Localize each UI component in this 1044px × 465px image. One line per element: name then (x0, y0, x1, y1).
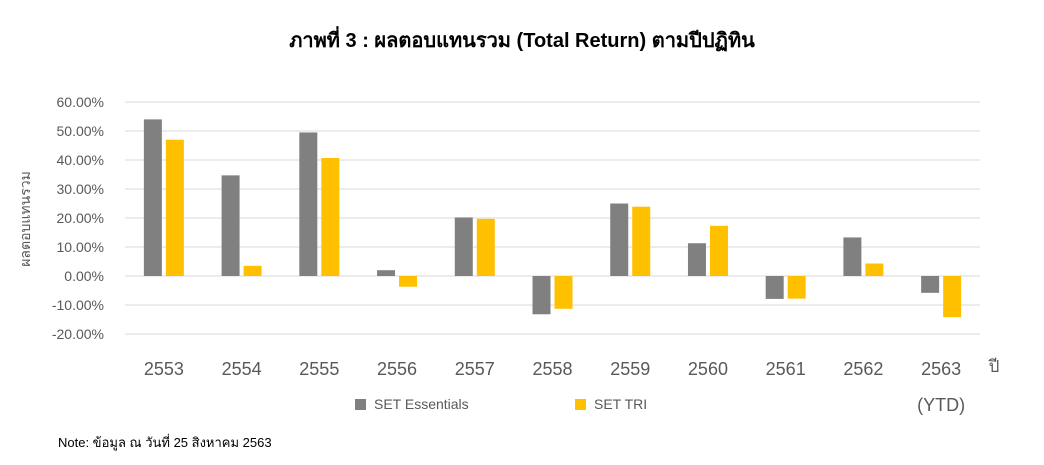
bars (143, 119, 962, 318)
y-tick-label: 20.00% (57, 210, 104, 226)
bar-set-essentials-2557 (454, 217, 473, 276)
bar-set-tri-2559 (632, 206, 651, 276)
gridlines (125, 101, 980, 335)
bar-set-tri-2562 (865, 263, 884, 276)
bar-set-tri-2554 (243, 265, 262, 276)
x-tick-label: 2561 (766, 359, 806, 379)
x-tick-sublabel: (YTD) (917, 395, 965, 415)
y-axis-label: ผลตอบแทนรวม (17, 171, 33, 267)
bar-set-tri-2555 (321, 157, 340, 276)
bar-set-essentials-2554 (221, 175, 240, 276)
bar-set-essentials-2558 (532, 276, 551, 315)
bar-set-tri-2558 (554, 276, 573, 309)
legend-swatch-set-essentials (355, 398, 366, 410)
x-tick-label: 2553 (144, 359, 184, 379)
bar-set-essentials-2555 (299, 132, 318, 276)
bar-set-tri-2563 (943, 276, 962, 318)
x-tick-label: 2554 (222, 359, 262, 379)
x-axis-label: ปี (988, 357, 1000, 376)
bar-set-essentials-2556 (377, 270, 396, 276)
y-tick-label: 60.00% (57, 94, 104, 110)
bar-set-tri-2557 (476, 218, 495, 276)
y-tick-label: 0.00% (64, 268, 104, 284)
y-tick-label: -10.00% (52, 297, 104, 313)
x-tick-labels: 2553 2554 2555 2556 2557 2558 2559 2560 2561 2562… (144, 359, 965, 415)
y-tick-label: 10.00% (57, 239, 104, 255)
bar-set-tri-2553 (165, 139, 184, 276)
bar-set-essentials-2553 (143, 119, 162, 277)
x-tick-label: 2563 (921, 359, 961, 379)
bar-set-tri-2561 (787, 276, 806, 299)
y-tick-label: 30.00% (57, 181, 104, 197)
x-tick-label: 2556 (377, 359, 417, 379)
y-tick-label: 40.00% (57, 152, 104, 168)
x-tick-label: 2555 (299, 359, 339, 379)
bar-set-essentials-2560 (687, 243, 706, 276)
bar-set-essentials-2562 (843, 237, 862, 276)
x-tick-label: 2562 (843, 359, 883, 379)
bar-set-tri-2556 (399, 276, 418, 287)
legend-item-set-tri: SET TRI (575, 396, 647, 412)
legend-item-set-essentials: SET Essentials (355, 396, 469, 412)
legend-label-set-essentials: SET Essentials (374, 396, 469, 412)
bar-set-essentials-2559 (610, 203, 629, 276)
y-tick-labels: 60.00% 50.00% 40.00% 30.00% 20.00% 10.00% 0.00… (52, 94, 104, 342)
bar-set-essentials-2563 (921, 276, 940, 293)
legend-label-set-tri: SET TRI (594, 396, 648, 412)
y-tick-label: -20.00% (52, 326, 104, 342)
x-tick-label: 2558 (532, 359, 572, 379)
x-tick-label: 2557 (455, 359, 495, 379)
bar-set-essentials-2561 (765, 276, 784, 299)
legend-swatch-set-tri (575, 398, 586, 410)
footnote: Note: ข้อมูล ณ วันที่ 25 สิงหาคม 2563 (58, 435, 272, 450)
x-tick-label: 2560 (688, 359, 728, 379)
chart-title: ภาพที่ 3 : ผลตอบแทนรวม (Total Return) ตา… (289, 30, 755, 52)
y-tick-label: 50.00% (57, 123, 104, 139)
x-tick-label: 2559 (610, 359, 650, 379)
bar-set-tri-2560 (709, 225, 728, 276)
